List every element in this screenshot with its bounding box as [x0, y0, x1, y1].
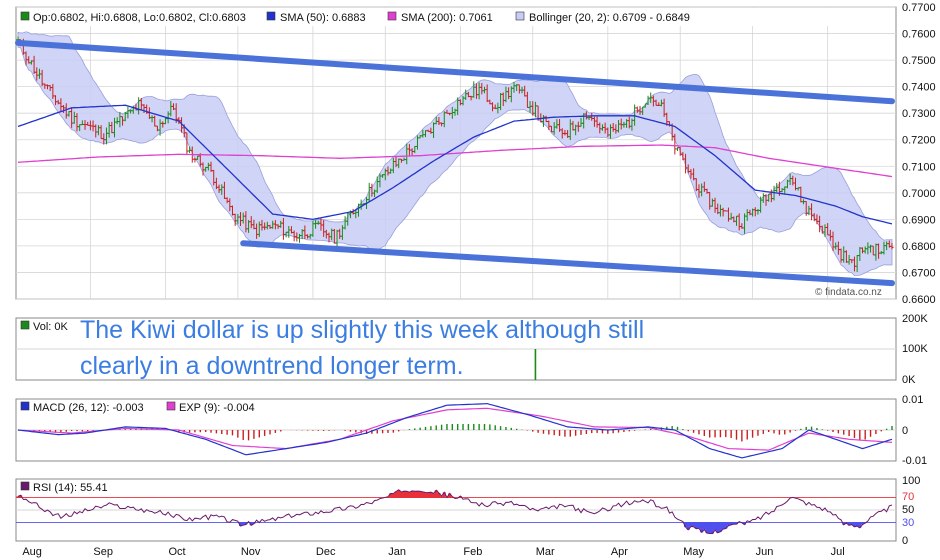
month-tick-label: Jan	[388, 546, 406, 558]
price-tick-label: 0.6900	[902, 214, 936, 226]
trendlines	[15, 39, 895, 287]
rsi-line	[17, 489, 893, 535]
rsi-tick: 100	[902, 475, 920, 487]
macd-legend-swatch	[20, 401, 30, 411]
sma50-line	[17, 104, 893, 225]
macd-tick: 0	[902, 425, 908, 437]
bollinger-legend: Bollinger (20, 2): 0.6709 - 0.6849	[529, 12, 690, 24]
price-legend-bg	[17, 8, 877, 26]
month-tick-label: Aug	[22, 546, 42, 558]
month-tick-label: Jun	[756, 546, 774, 558]
month-axis: Aug Sep Oct Nov Dec Jan Feb Mar Apr May Jun Jul	[22, 546, 844, 558]
sma200-legend: SMA (200): 0.7061	[401, 12, 493, 24]
price-tick-label: 0.7500	[902, 55, 936, 67]
rsi-tick: 70	[902, 491, 914, 503]
rsi-tick: 50	[902, 504, 914, 516]
ohlc-legend: Op:0.6802, Hi:0.6808, Lo:0.6802, Cl:0.68…	[33, 12, 246, 24]
month-tick-label: Oct	[168, 546, 185, 558]
macd-tick: 0.01	[902, 394, 923, 406]
price-tick-label: 0.7300	[902, 108, 936, 120]
price-y-axis: 0.6600 0.6700 0.6800 0.6900 0.7000 0.7100 0.72…	[902, 2, 936, 306]
month-tick-label: Jul	[831, 546, 845, 558]
exp-legend-swatch	[166, 401, 176, 411]
macd-histogram	[22, 423, 893, 442]
exp-legend: EXP (9): -0.004	[179, 402, 255, 414]
price-tick-label: 0.7000	[902, 188, 936, 200]
price-tick-label: 0.7200	[902, 135, 936, 147]
bollinger-legend-swatch	[515, 11, 525, 21]
month-tick-label: Apr	[611, 546, 628, 558]
sma50-legend: SMA (50): 0.6883	[280, 12, 366, 24]
macd-tick: -0.01	[902, 455, 927, 467]
price-tick-label: 0.7600	[902, 29, 936, 41]
price-tick-label: 0.6800	[902, 241, 936, 253]
volume-tick: 0K	[902, 374, 916, 386]
volume-tick: 100K	[902, 343, 928, 355]
sma50-legend-swatch	[266, 11, 276, 21]
volume-legend-swatch	[20, 320, 30, 330]
annotation-line-2: clearly in a downtrend longer term.	[80, 352, 464, 380]
volume-legend: Vol: 0K	[33, 321, 69, 333]
month-tick-label: Feb	[463, 546, 482, 558]
price-tick-label: 0.6700	[902, 267, 936, 279]
ohlc-legend-swatch	[20, 11, 30, 21]
price-tick-label: 0.7100	[902, 161, 936, 173]
sma200-legend-swatch	[387, 11, 397, 21]
watermark: © findata.co.nz	[815, 287, 882, 298]
annotation-text: The Kiwi dollar is up slightly this week…	[80, 312, 780, 384]
month-tick-label: May	[683, 546, 704, 558]
sma200-line	[17, 144, 893, 178]
price-grid	[16, 6, 896, 300]
trendline	[240, 240, 895, 287]
month-tick-label: Dec	[316, 546, 336, 558]
rsi-tick: 30	[902, 517, 914, 529]
price-tick-label: 0.7400	[902, 82, 936, 94]
macd-legend: MACD (26, 12): -0.003	[33, 402, 144, 414]
price-tick-label: 0.6600	[902, 294, 936, 306]
rsi-legend-swatch	[20, 481, 30, 491]
price-bar	[890, 242, 894, 250]
macd-line	[17, 402, 893, 459]
trendline	[15, 39, 895, 105]
month-tick-label: Sep	[93, 546, 113, 558]
rsi-tick: 0	[902, 535, 908, 547]
month-tick-label: Nov	[241, 546, 261, 558]
month-tick-label: Mar	[536, 546, 555, 558]
exp-line	[17, 407, 893, 451]
price-tick-label: 0.7700	[902, 2, 936, 14]
volume-tick: 200K	[902, 313, 928, 325]
annotation-line-1: The Kiwi dollar is up slightly this week…	[80, 316, 645, 344]
rsi-legend: RSI (14): 55.41	[33, 482, 108, 494]
